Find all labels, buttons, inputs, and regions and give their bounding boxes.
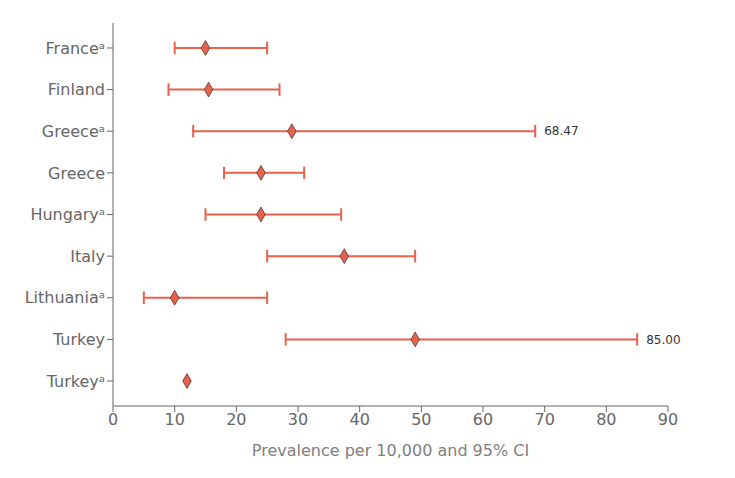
svg-text:60: 60 (473, 410, 493, 429)
svg-text:Lithuaniaᵃ: Lithuaniaᵃ (25, 288, 105, 307)
svg-text:Prevalence per 10,000 and 95%: Prevalence per 10,000 and 95% CI (252, 441, 529, 460)
svg-text:80: 80 (596, 410, 616, 429)
svg-text:Finland: Finland (48, 80, 105, 99)
svg-text:0: 0 (108, 410, 118, 429)
svg-text:40: 40 (349, 410, 369, 429)
svg-text:Italy: Italy (70, 247, 105, 266)
svg-text:Hungaryᵃ: Hungaryᵃ (30, 205, 105, 224)
svg-text:90: 90 (658, 410, 678, 429)
svg-text:Turkeyᵃ: Turkeyᵃ (46, 372, 105, 391)
svg-text:50: 50 (411, 410, 431, 429)
svg-text:Franceᵃ: Franceᵃ (46, 39, 105, 58)
svg-text:Turkey: Turkey (52, 330, 105, 349)
svg-text:68.47: 68.47 (544, 124, 578, 138)
svg-text:Greece: Greece (48, 164, 105, 183)
svg-text:20: 20 (226, 410, 246, 429)
svg-text:10: 10 (164, 410, 184, 429)
svg-text:Greeceᵃ: Greeceᵃ (42, 122, 105, 141)
svg-text:70: 70 (534, 410, 554, 429)
svg-text:85.00: 85.00 (646, 333, 680, 347)
svg-text:30: 30 (288, 410, 308, 429)
